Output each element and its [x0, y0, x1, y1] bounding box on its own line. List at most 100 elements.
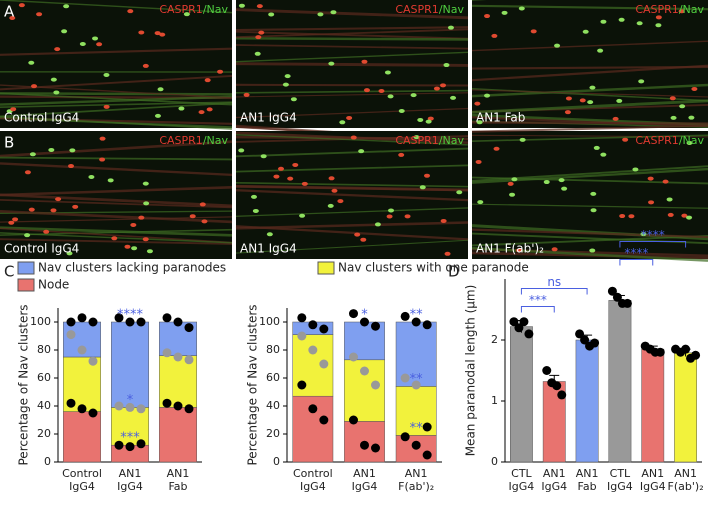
dot: [590, 339, 599, 348]
cluster: [251, 195, 257, 199]
dot: [401, 374, 410, 383]
cluster: [670, 96, 676, 100]
cluster: [69, 148, 75, 152]
cluster: [178, 107, 184, 111]
dot: [163, 348, 172, 357]
dot: [89, 357, 98, 366]
cluster: [668, 213, 674, 217]
bracket: [521, 306, 554, 312]
cluster: [43, 230, 49, 234]
cluster: [648, 200, 654, 204]
dot: [319, 325, 328, 334]
cluster: [600, 20, 606, 24]
cluster: [559, 178, 565, 182]
bracket-label: ****: [624, 246, 648, 260]
legend-swatch: [18, 262, 34, 274]
cluster: [92, 36, 98, 40]
legend-label: Nav clusters lacking paranodes: [38, 261, 226, 275]
cluster: [158, 87, 164, 91]
cluster: [207, 107, 213, 111]
cluster: [257, 4, 263, 8]
cluster: [51, 78, 57, 82]
micrograph: [0, 0, 232, 128]
cluster: [619, 214, 625, 218]
y-tick-label: 100: [259, 315, 280, 328]
cluster: [80, 42, 86, 46]
stain-red: CASPR1: [395, 134, 438, 147]
cluster: [450, 96, 456, 100]
cluster: [420, 185, 426, 189]
cluster: [405, 214, 411, 218]
image-caption: Control IgG4: [4, 242, 79, 256]
dot: [78, 313, 87, 322]
cluster: [238, 148, 244, 152]
cluster: [99, 158, 105, 162]
cluster: [138, 216, 144, 220]
dot: [691, 351, 700, 360]
dot: [349, 416, 358, 425]
x-tick-line: IgG4: [509, 480, 535, 493]
dot: [557, 390, 566, 399]
dot: [78, 346, 87, 355]
cluster: [329, 176, 335, 180]
stain-label: CASPR1/Nav: [395, 3, 464, 16]
dot: [681, 345, 690, 354]
cluster: [63, 4, 69, 8]
cluster: [346, 116, 352, 120]
cluster: [587, 100, 593, 104]
dot: [524, 329, 533, 338]
stain-green: /Nav: [439, 134, 465, 147]
cluster: [287, 177, 293, 181]
cluster: [691, 87, 697, 91]
dot: [308, 346, 317, 355]
cluster: [273, 175, 279, 179]
cluster: [616, 99, 622, 103]
x-tick-line: AN1: [353, 467, 376, 480]
y-axis-label: Percentage of Nav clusters: [246, 304, 260, 465]
x-tick-line: AN1: [119, 467, 142, 480]
y-tick-label: 0: [491, 455, 498, 468]
cluster: [399, 109, 405, 113]
cluster: [554, 44, 560, 48]
dot: [163, 399, 172, 408]
bar-segment: [63, 412, 100, 462]
dot: [89, 409, 98, 418]
stain-green: /Nav: [439, 3, 465, 16]
legend-swatch: [18, 279, 34, 291]
cluster: [565, 110, 571, 114]
stain-label: CASPR1/Nav: [635, 134, 704, 147]
dot: [423, 423, 432, 432]
cluster: [111, 236, 117, 240]
cluster: [267, 232, 273, 236]
cluster: [663, 180, 669, 184]
dot: [371, 381, 380, 390]
cluster: [25, 170, 31, 174]
y-tick-label: 40: [37, 399, 51, 412]
cluster: [591, 208, 597, 212]
dot: [656, 348, 665, 357]
stain-red: CASPR1: [635, 134, 678, 147]
cluster: [103, 73, 109, 77]
significance: **: [410, 308, 424, 323]
cluster: [244, 93, 250, 97]
cluster: [28, 61, 34, 65]
cluster: [583, 30, 589, 34]
cluster: [339, 120, 345, 124]
cluster: [477, 200, 483, 204]
dot: [623, 299, 632, 308]
dot: [297, 313, 306, 322]
cluster: [509, 193, 515, 197]
cluster: [292, 163, 298, 167]
cluster: [261, 154, 267, 158]
cluster: [388, 209, 394, 213]
cluster: [358, 149, 364, 153]
cluster: [155, 31, 161, 35]
cluster: [667, 197, 673, 201]
cluster: [566, 96, 572, 100]
cluster: [484, 94, 490, 98]
cluster: [424, 174, 430, 178]
dot: [349, 309, 358, 318]
dot: [67, 330, 76, 339]
